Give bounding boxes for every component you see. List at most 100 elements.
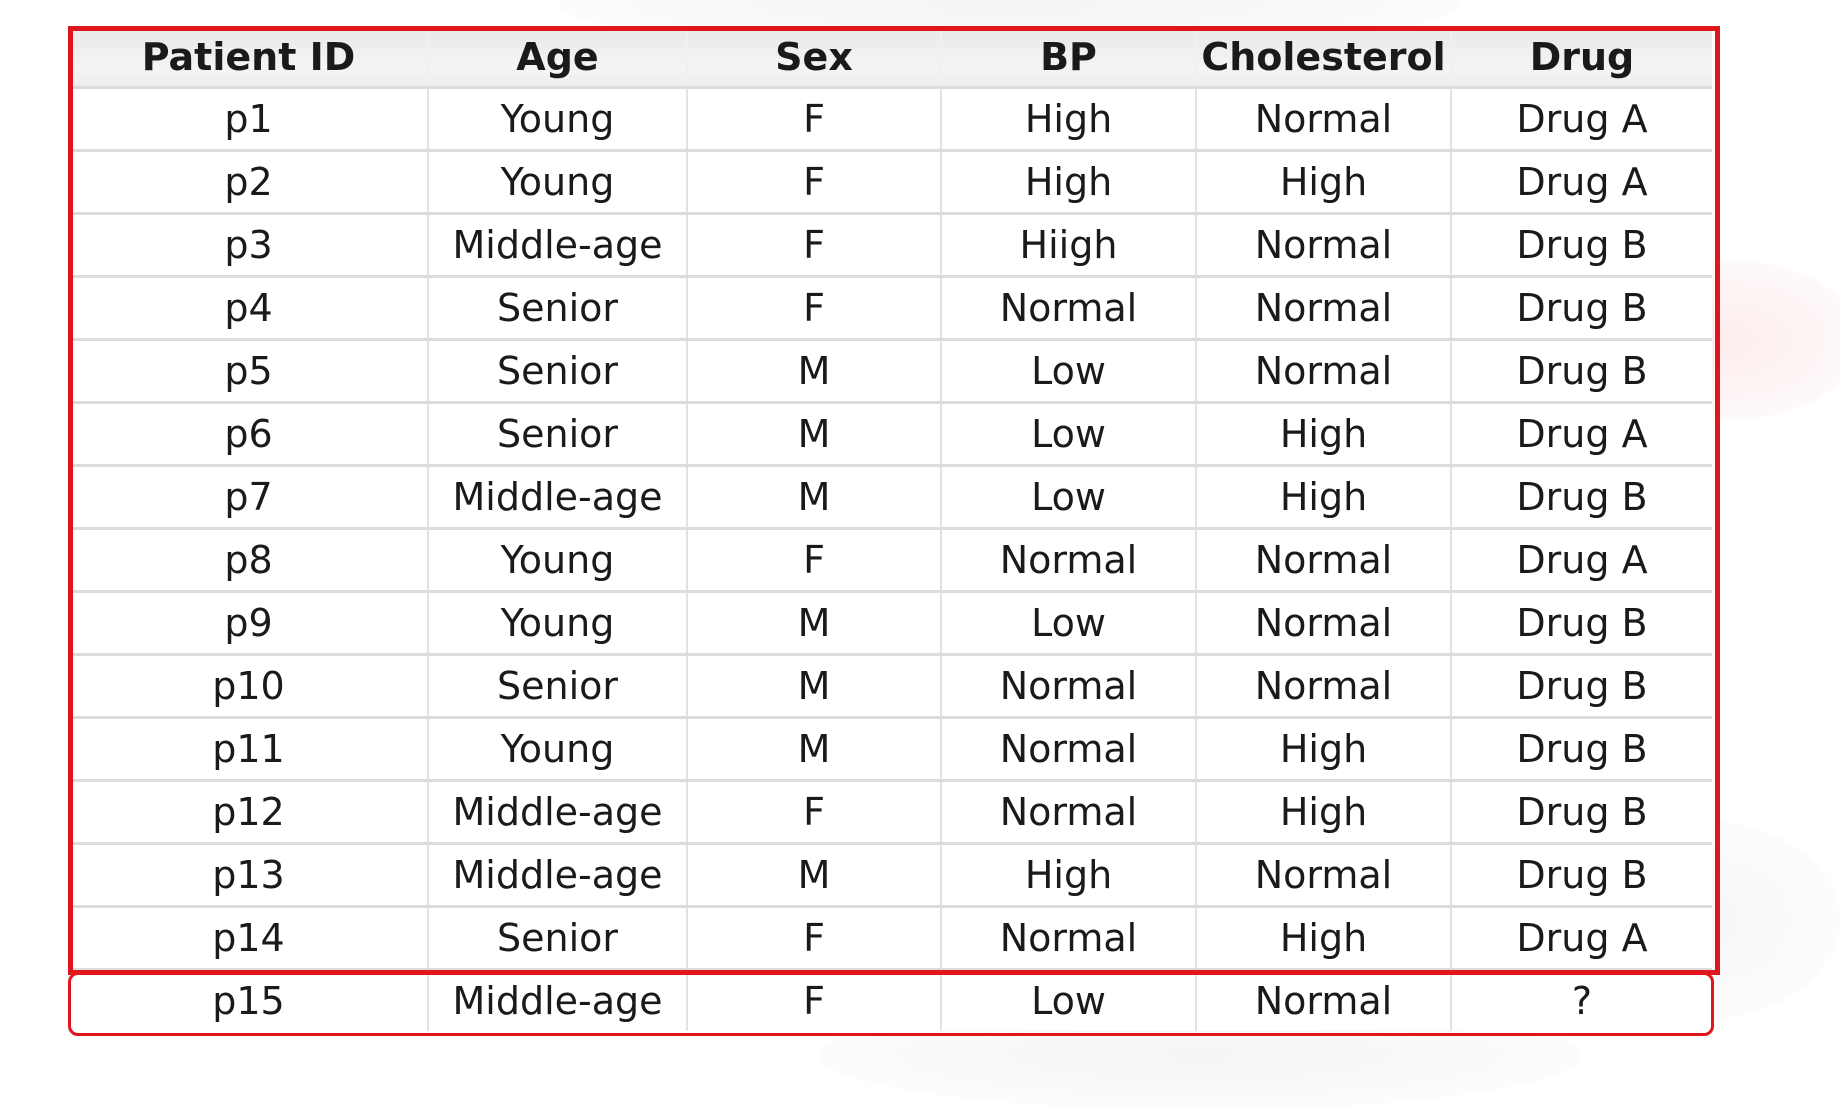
patient-drug-table: Patient ID Age Sex BP Cholesterol Drug p… bbox=[70, 28, 1712, 1031]
query-row: p15 Middle-age F Low Normal? bbox=[70, 968, 1712, 1031]
cell-bp: Low bbox=[940, 401, 1196, 466]
column-header-cholesterol: Cholesterol bbox=[1195, 28, 1451, 88]
cell-age: Senior bbox=[427, 338, 687, 403]
cell-bp: High bbox=[940, 842, 1196, 907]
cell-age: Senior bbox=[427, 653, 687, 718]
cell-drug: Drug B bbox=[1450, 716, 1712, 781]
table-row: p2 Young F High High Drug A bbox=[70, 149, 1712, 214]
cell-sex: M bbox=[686, 842, 941, 907]
cell-drug: Drug B bbox=[1450, 842, 1712, 907]
cell-age: Middle-age bbox=[427, 212, 687, 277]
cell-patient-id: p11 bbox=[70, 716, 428, 781]
cell-age: Senior bbox=[427, 275, 687, 340]
cell-age: Senior bbox=[427, 401, 687, 466]
cell-cholesterol: High bbox=[1195, 716, 1451, 781]
cell-sex: M bbox=[686, 590, 941, 655]
table-row: p10 Senior M Normal Normal Drug B bbox=[70, 653, 1712, 718]
cell-bp: Low bbox=[940, 338, 1196, 403]
column-header-bp: BP bbox=[940, 28, 1196, 88]
cell-sex: F bbox=[686, 212, 941, 277]
cell-bp: High bbox=[940, 149, 1196, 214]
cell-drug: Drug A bbox=[1450, 149, 1712, 214]
column-header-age: Age bbox=[427, 28, 687, 88]
cell-bp: High bbox=[940, 86, 1196, 151]
cell-sex: F bbox=[686, 86, 941, 151]
cell-sex: M bbox=[686, 653, 941, 718]
cell-age: Young bbox=[427, 716, 687, 781]
column-header-patient-id: Patient ID bbox=[70, 28, 428, 88]
table-row: p12 Middle-age F Normal High Drug B bbox=[70, 779, 1712, 844]
cell-sex: F bbox=[686, 968, 941, 1031]
cell-sex: F bbox=[686, 149, 941, 214]
cell-patient-id: p4 bbox=[70, 275, 428, 340]
cell-patient-id: p7 bbox=[70, 464, 428, 529]
cell-cholesterol: Normal bbox=[1195, 842, 1451, 907]
cell-cholesterol: Normal bbox=[1195, 590, 1451, 655]
cell-drug: Drug B bbox=[1450, 275, 1712, 340]
column-header-drug: Drug bbox=[1450, 28, 1712, 88]
cell-bp: Hiigh bbox=[940, 212, 1196, 277]
cell-patient-id: p9 bbox=[70, 590, 428, 655]
table-row: p6 Senior M Low High Drug A bbox=[70, 401, 1712, 466]
cell-bp: Normal bbox=[940, 653, 1196, 718]
table-row: p3 Middle-age F Hiigh Normal Drug B bbox=[70, 212, 1712, 277]
cell-drug: Drug B bbox=[1450, 590, 1712, 655]
header-row: Patient ID Age Sex BP Cholesterol Drug bbox=[70, 28, 1712, 88]
cell-sex: M bbox=[686, 716, 941, 781]
table-row: p11 Young M Normal High Drug B bbox=[70, 716, 1712, 781]
cell-age: Senior bbox=[427, 905, 687, 970]
cell-drug: Drug B bbox=[1450, 338, 1712, 403]
cell-drug: Drug A bbox=[1450, 401, 1712, 466]
data-table: Patient ID Age Sex BP Cholesterol Drug p… bbox=[70, 28, 1712, 1031]
table-row: p5 Senior M Low Normal Drug B bbox=[70, 338, 1712, 403]
table-row: p13 Middle-age M High Normal Drug B bbox=[70, 842, 1712, 907]
cell-age: Young bbox=[427, 149, 687, 214]
cell-drug: Drug A bbox=[1450, 86, 1712, 151]
cell-cholesterol: High bbox=[1195, 905, 1451, 970]
cell-patient-id: p12 bbox=[70, 779, 428, 844]
cell-patient-id: p2 bbox=[70, 149, 428, 214]
table-row: p7 Middle-age M Low High Drug B bbox=[70, 464, 1712, 529]
cell-patient-id: p6 bbox=[70, 401, 428, 466]
cell-patient-id: p5 bbox=[70, 338, 428, 403]
column-header-sex: Sex bbox=[686, 28, 941, 88]
cell-drug: Drug B bbox=[1450, 779, 1712, 844]
cell-cholesterol: Normal bbox=[1195, 527, 1451, 592]
cell-sex: F bbox=[686, 527, 941, 592]
cell-cholesterol: Normal bbox=[1195, 86, 1451, 151]
cell-age: Young bbox=[427, 527, 687, 592]
cell-bp: Low bbox=[940, 464, 1196, 529]
cell-sex: F bbox=[686, 779, 941, 844]
cell-bp: Low bbox=[940, 968, 1196, 1031]
cell-cholesterol: Normal bbox=[1195, 968, 1451, 1031]
cell-age: Middle-age bbox=[427, 464, 687, 529]
cell-age: Middle-age bbox=[427, 842, 687, 907]
cell-sex: M bbox=[686, 401, 941, 466]
cell-age: Middle-age bbox=[427, 779, 687, 844]
table-row: p1 Young F High Normal Drug A bbox=[70, 86, 1712, 151]
cell-sex: M bbox=[686, 464, 941, 529]
cell-bp: Normal bbox=[940, 527, 1196, 592]
cell-cholesterol: High bbox=[1195, 401, 1451, 466]
cell-patient-id: p8 bbox=[70, 527, 428, 592]
cell-age: Middle-age bbox=[427, 968, 687, 1031]
cell-cholesterol: High bbox=[1195, 779, 1451, 844]
cell-cholesterol: Normal bbox=[1195, 275, 1451, 340]
cell-bp: Normal bbox=[940, 275, 1196, 340]
table-row: p4 Senior F Normal Normal Drug B bbox=[70, 275, 1712, 340]
table-row: p8 Young F Normal Normal Drug A bbox=[70, 527, 1712, 592]
cell-sex: F bbox=[686, 905, 941, 970]
cell-patient-id: p10 bbox=[70, 653, 428, 718]
cell-bp: Low bbox=[940, 590, 1196, 655]
cell-age: Young bbox=[427, 86, 687, 151]
cell-drug: ? bbox=[1450, 968, 1712, 1031]
cell-drug: Drug A bbox=[1450, 527, 1712, 592]
cell-cholesterol: Normal bbox=[1195, 338, 1451, 403]
cell-drug: Drug B bbox=[1450, 212, 1712, 277]
cell-patient-id: p1 bbox=[70, 86, 428, 151]
cell-drug: Drug B bbox=[1450, 653, 1712, 718]
table-row: p9 Young M Low Normal Drug B bbox=[70, 590, 1712, 655]
cell-bp: Normal bbox=[940, 716, 1196, 781]
cell-patient-id: p13 bbox=[70, 842, 428, 907]
